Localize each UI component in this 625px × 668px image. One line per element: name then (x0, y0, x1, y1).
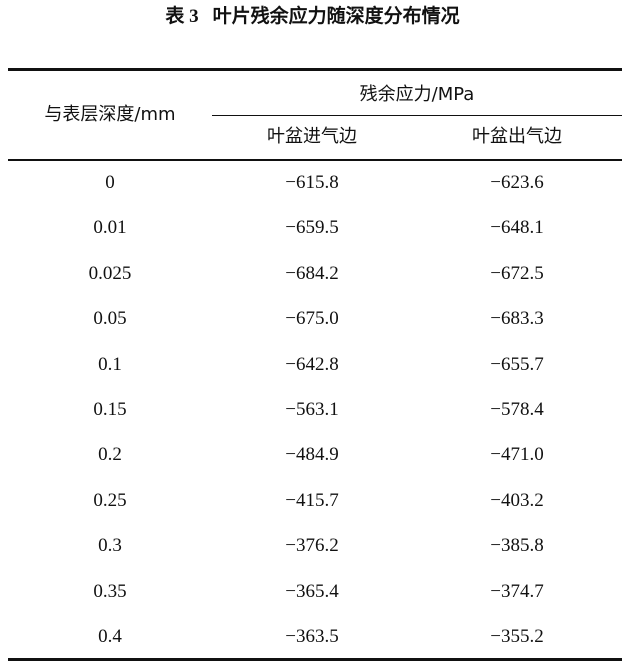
inlet-stress-cell: −365.4 (285, 580, 339, 602)
header-depth: 与表层深度/mm (44, 104, 176, 125)
bottom-rule (8, 658, 622, 661)
inlet-stress-cell: −684.2 (285, 262, 339, 284)
header-col-outlet: 叶盆出气边 (472, 126, 562, 147)
depth-cell: 0.01 (93, 217, 127, 239)
depth-cell: 0.15 (93, 399, 127, 420)
depth-cell: 0.3 (98, 535, 122, 557)
outlet-stress-cell: −655.7 (490, 353, 544, 375)
group-rule (212, 115, 622, 116)
depth-cell: 0 (105, 172, 115, 193)
table-caption: 叶片残余应力随深度分布情况 (212, 5, 460, 27)
inlet-stress-cell: −415.7 (285, 489, 339, 511)
depth-cell: 0.2 (98, 444, 122, 466)
inlet-stress-cell: −376.2 (285, 535, 339, 557)
outlet-stress-cell: −623.6 (490, 172, 544, 193)
depth-cell: 0.35 (93, 580, 127, 602)
header-group: 残余应力/MPa (359, 84, 475, 105)
depth-cell: 0.25 (93, 489, 127, 511)
outlet-stress-cell: −683.3 (490, 308, 544, 330)
outlet-stress-cell: −374.7 (490, 580, 544, 602)
outlet-stress-cell: −355.2 (490, 626, 544, 647)
header-rule (8, 159, 622, 161)
inlet-stress-cell: −642.8 (285, 353, 339, 375)
table-number: 表 3 (165, 6, 199, 27)
outlet-stress-cell: −578.4 (490, 399, 544, 420)
inlet-stress-cell: −563.1 (285, 399, 339, 420)
outlet-stress-cell: −471.0 (490, 444, 544, 466)
outlet-stress-cell: −672.5 (490, 262, 544, 284)
depth-cell: 0.025 (88, 262, 132, 284)
inlet-stress-cell: −484.9 (285, 444, 339, 466)
inlet-stress-cell: −659.5 (285, 217, 339, 239)
inlet-stress-cell: −675.0 (285, 308, 339, 330)
table-title: 表 3 叶片残余应力随深度分布情况 (0, 2, 625, 31)
header-col-inlet: 叶盆进气边 (267, 126, 357, 147)
depth-cell: 0.1 (98, 353, 122, 375)
depth-cell: 0.4 (98, 626, 122, 647)
inlet-stress-cell: −363.5 (285, 626, 339, 647)
depth-cell: 0.05 (93, 308, 127, 330)
outlet-stress-cell: −403.2 (490, 489, 544, 511)
outlet-stress-cell: −648.1 (490, 217, 544, 239)
inlet-stress-cell: −615.8 (285, 172, 339, 193)
outlet-stress-cell: −385.8 (490, 535, 544, 557)
top-rule (8, 68, 622, 71)
